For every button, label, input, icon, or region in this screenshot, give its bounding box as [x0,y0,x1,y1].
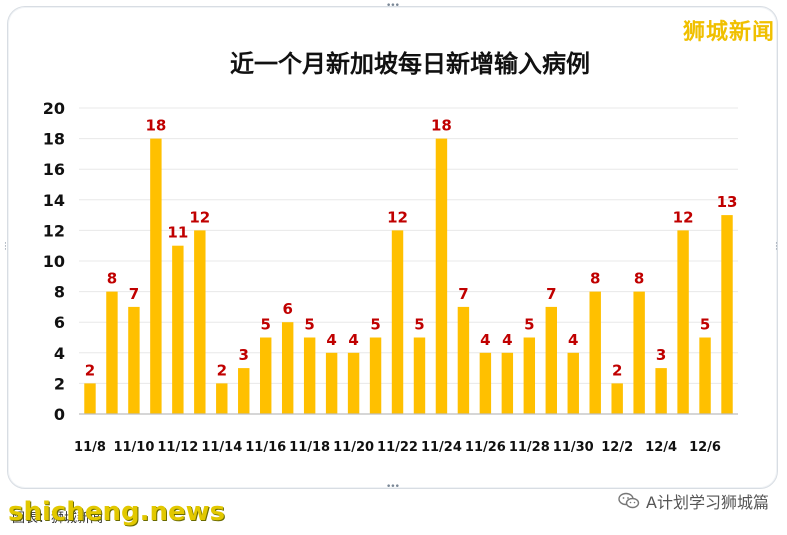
x-tick-label: 12/2 [601,440,633,455]
bar [369,337,382,414]
bar [721,215,733,414]
y-tick-label: 14 [43,191,65,210]
resize-handle-left[interactable]: · · · [4,239,7,255]
data-label: 13 [717,193,738,211]
x-tick-label: 12/6 [689,440,721,455]
y-tick-label: 18 [43,130,65,149]
x-tick-label: 11/8 [74,440,106,455]
bar [238,368,250,414]
data-label: 12 [387,208,408,226]
y-tick-label: 0 [54,405,65,424]
bar [633,291,645,414]
x-tick-label: 11/12 [157,440,198,455]
data-label: 4 [480,331,490,349]
x-tick-label: 11/24 [421,440,462,455]
data-label: 12 [189,208,210,226]
data-label: 5 [304,316,314,334]
x-tick-label: 12/4 [645,440,677,455]
y-tick-label: 20 [43,99,65,118]
wechat-account-name: A计划学习狮城篇 [646,493,769,512]
data-label: 4 [502,331,512,349]
bar [567,352,579,414]
x-tick-label: 11/10 [113,440,154,455]
x-tick-label: 11/16 [245,440,286,455]
data-label: 5 [700,316,710,334]
x-tick-label: 11/14 [201,440,242,455]
x-tick-label: 11/26 [465,440,506,455]
bar [347,352,360,414]
data-label: 5 [524,316,534,334]
resize-handle-right[interactable]: · · · [775,239,778,255]
chart-title: 近一个月新加坡每日新增输入病例 [230,50,590,78]
data-label: 8 [590,270,600,288]
data-label: 4 [568,331,578,349]
bar [413,337,426,414]
data-label: 5 [414,316,424,334]
bar [545,306,557,414]
bar [501,352,514,414]
y-tick-label: 2 [54,374,65,393]
bar [435,138,448,414]
y-tick-label: 8 [54,283,65,302]
bar [699,337,711,414]
data-label: 2 [217,361,227,379]
bar [303,337,316,414]
bar [589,291,601,414]
x-tick-label: 11/18 [289,440,330,455]
bar [457,306,470,414]
bar [216,383,228,414]
wechat-account: A计划学习狮城篇 [618,489,769,513]
data-label: 4 [326,331,336,349]
data-label: 7 [129,285,139,303]
data-label: 2 [612,361,622,379]
bar [655,368,667,414]
data-label: 6 [282,300,292,318]
data-label: 5 [260,316,270,334]
bar [128,306,140,414]
bar [260,337,272,414]
y-tick-label: 6 [54,313,65,332]
y-tick-label: 16 [43,160,65,179]
data-label: 2 [85,361,95,379]
data-label: 5 [370,316,380,334]
data-label: 3 [656,346,666,364]
data-label: 8 [107,270,117,288]
watermark-text: shicheng.news [8,497,226,527]
bar [325,352,338,414]
bar [150,138,162,414]
bar [391,230,404,414]
data-label: 4 [348,331,358,349]
bar [84,383,96,414]
brand-logo-text: 狮城新闻 [682,20,775,45]
y-tick-label: 12 [43,221,65,240]
bar [523,337,536,414]
y-tick-label: 4 [54,344,65,363]
wechat-icon [618,492,640,509]
bar [172,245,184,414]
chart-source: 图表：狮城新闻 [12,511,104,526]
x-tick-label: 11/30 [553,440,594,455]
bar [479,352,492,414]
x-tick-label: 11/22 [377,440,418,455]
y-tick-label: 10 [43,252,65,271]
bar [281,322,294,414]
bar [611,383,623,414]
resize-handle-top[interactable]: ••• [386,1,400,11]
bar [677,230,689,414]
data-label: 7 [546,285,556,303]
bar [194,230,206,414]
resize-handle-bottom[interactable]: ••• [386,482,400,492]
data-label: 7 [458,285,468,303]
bar [106,291,118,414]
data-label: 3 [239,346,249,364]
x-tick-label: 11/28 [509,440,550,455]
data-label: 18 [431,117,452,135]
data-label: 18 [145,117,166,135]
x-tick-label: 11/20 [333,440,374,455]
data-label: 11 [167,224,188,242]
data-label: 8 [634,270,644,288]
data-label: 12 [673,208,694,226]
